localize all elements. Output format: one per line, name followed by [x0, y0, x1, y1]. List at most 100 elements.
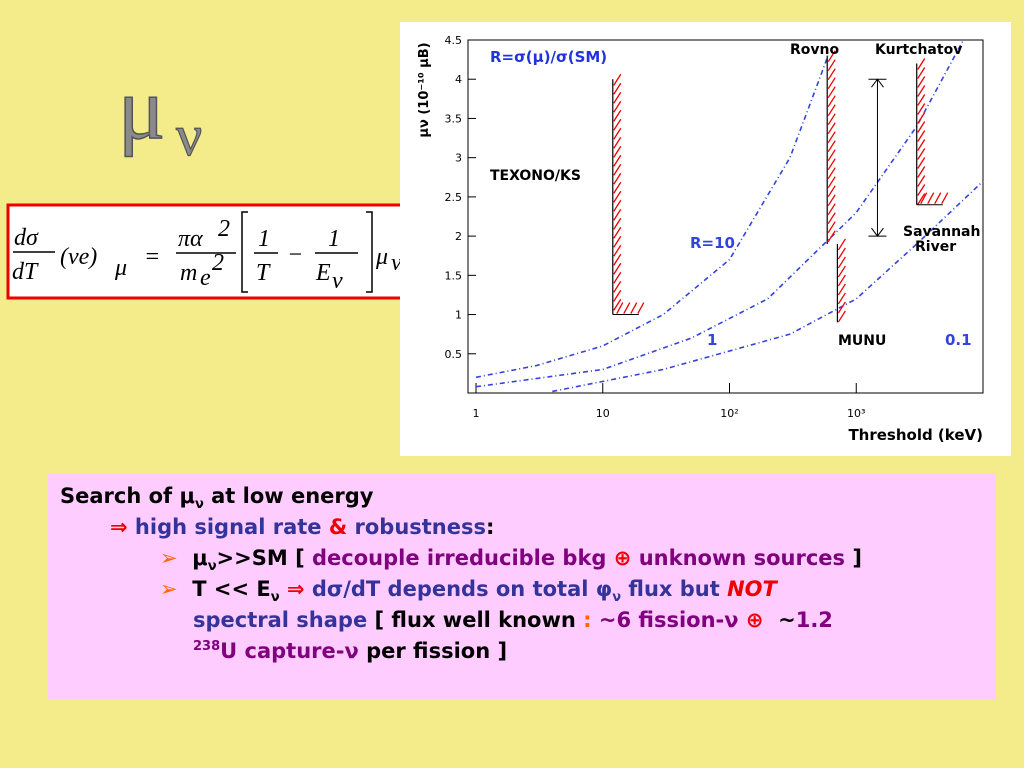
hatch [917, 139, 926, 151]
text: ν [612, 590, 622, 606]
hatch [613, 244, 622, 257]
x-tick-label: 1 [473, 407, 480, 420]
limit-label: Kurtchatov [875, 42, 962, 58]
hatch [637, 302, 645, 314]
hatch [613, 280, 622, 293]
formula-part: − [287, 242, 303, 268]
text: ] [845, 546, 862, 570]
hatch [613, 235, 622, 248]
hatch [827, 59, 836, 72]
formula-part: μ [114, 255, 127, 281]
arrow-head [868, 78, 887, 237]
formula-part: 2 [218, 216, 230, 242]
formula-part: πα [178, 226, 203, 252]
hatch [934, 192, 942, 205]
hatch [837, 265, 846, 278]
hatch [837, 274, 846, 287]
formula-part: e [200, 265, 211, 291]
text: & [328, 515, 348, 539]
hatch [613, 109, 622, 122]
hatch [613, 271, 622, 284]
text: : [583, 608, 592, 632]
hatch [827, 194, 836, 207]
hatch [917, 193, 926, 205]
hatch [613, 190, 622, 203]
y-tick-label: 0.5 [445, 348, 463, 361]
formula-part: dσ [14, 225, 39, 251]
hatch [630, 302, 638, 314]
limit-label: MUNU [838, 333, 886, 349]
hatch [920, 192, 928, 205]
hatch [827, 140, 836, 153]
hatch [827, 131, 836, 144]
x-tick-label: 10 [596, 407, 610, 420]
text-line: spectral shape [ flux well known : ~6 fi… [60, 605, 984, 636]
chart-title: R=σ(μ)/σ(SM) [490, 48, 607, 66]
text: high signal rate [134, 515, 322, 539]
formula-part: m [180, 260, 197, 286]
formula-box [6, 203, 427, 300]
text-line: ➢ μν>>SM [ decouple irreducible bkg ⊕ un… [60, 543, 984, 574]
hatch [941, 192, 949, 205]
text: ⊕ [745, 608, 764, 632]
formula-part: 1 [258, 226, 270, 252]
hatch [827, 104, 836, 117]
text: unknown sources [638, 546, 846, 570]
hatch [917, 157, 926, 169]
text-box: Search of μν at low energy ⇒ high signal … [48, 473, 996, 699]
formula: dσ dT (νe) μ = πα 2 m e 2 1 T − 1 E ν μ … [6, 203, 427, 300]
text: 238 [193, 639, 221, 654]
hatch [827, 149, 836, 162]
formula-part: μ [375, 244, 388, 270]
hatch [837, 247, 846, 260]
text: decouple irreducible bkg [311, 546, 607, 570]
limit-label: Rovno [790, 42, 839, 58]
hatch [613, 289, 622, 302]
hatch [613, 136, 622, 149]
hatch [827, 122, 836, 135]
hatch [613, 73, 622, 86]
text: spectral shape [193, 608, 368, 632]
y-tick-label: 1 [455, 309, 462, 322]
text: ν [270, 590, 280, 606]
bullet: ➢ [160, 546, 178, 570]
hatch [837, 283, 846, 296]
hatch [837, 310, 846, 323]
hatch [613, 118, 622, 131]
text: Search of [60, 484, 180, 508]
hatch [613, 127, 622, 140]
hatch [917, 112, 926, 124]
formula-part: ν [332, 268, 343, 294]
text: ⊕ [613, 546, 632, 570]
text: ν [724, 608, 739, 632]
hatch [827, 95, 836, 108]
hatch [827, 176, 836, 189]
hatch [827, 203, 836, 216]
curve [475, 55, 829, 379]
text-line: 238U capture-ν per fission ] [60, 636, 984, 667]
text: ~ [778, 608, 796, 632]
curve-label: 0.1 [945, 331, 972, 349]
slide-title-sub: ν [176, 103, 202, 168]
text-line: Search of μν at low energy [60, 481, 984, 512]
formula-part: 2 [212, 250, 224, 276]
hatch [827, 230, 836, 243]
hatch [616, 302, 624, 314]
hatch [917, 130, 926, 142]
hatch [917, 184, 926, 196]
formula-part: dT [12, 259, 39, 285]
chart: 0.5 1 1.5 2 2.5 3 3.5 4 4.5 1 10 10² 10³ Threshold (k… [417, 34, 984, 444]
hatch [613, 145, 622, 158]
hatch [927, 192, 935, 205]
hatch [613, 163, 622, 176]
hatch [827, 77, 836, 90]
formula-part: 1 [328, 226, 340, 252]
curve-label: 1 [707, 331, 717, 349]
text: 1.2 [795, 608, 833, 632]
plot-frame [467, 39, 984, 394]
text: at low energy [203, 484, 374, 508]
hatch [917, 103, 926, 115]
text: ν [344, 639, 359, 663]
text: dσ/dT depends on total [311, 577, 596, 601]
